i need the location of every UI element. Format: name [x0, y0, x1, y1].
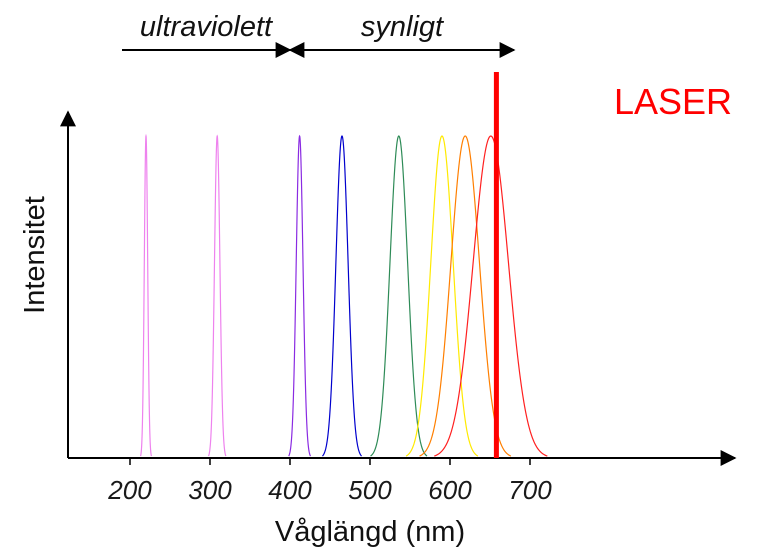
y-axis-label: Intensitet: [19, 196, 51, 314]
range-label: ultraviolett: [140, 11, 274, 43]
x-tick-label: 700: [508, 475, 552, 505]
spectrum-curve: [434, 135, 548, 457]
spectrum-curve: [139, 133, 153, 457]
spectrum-curve: [207, 134, 227, 457]
spectral-curves: [139, 133, 548, 457]
spectrum-curve: [288, 134, 312, 457]
spectrum-curve: [405, 135, 479, 457]
laser-label: LASER: [614, 81, 732, 122]
spectral-range-markers: ultraviolett synligt: [122, 11, 516, 58]
x-tick-label: 400: [268, 475, 312, 505]
range-label: synligt: [361, 11, 445, 43]
x-axis-label: Våglängd (nm): [275, 516, 465, 548]
x-tick-label: 600: [428, 475, 472, 505]
spectrum-curve: [370, 135, 428, 457]
spectrum-curve: [321, 135, 363, 457]
x-ticks: 200 300 400 500 600 700: [107, 458, 552, 505]
x-tick-label: 200: [107, 475, 152, 505]
x-tick-label: 500: [348, 475, 392, 505]
x-tick-label: 300: [188, 475, 232, 505]
